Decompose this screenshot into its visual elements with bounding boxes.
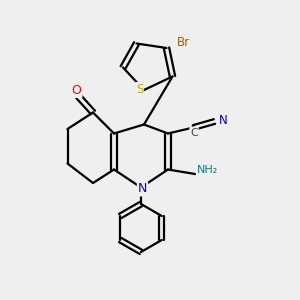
Text: C: C (190, 128, 198, 138)
Text: O: O (72, 84, 81, 97)
Text: NH₂: NH₂ (197, 165, 218, 176)
Text: N: N (218, 113, 227, 127)
Text: S: S (136, 83, 143, 96)
Text: N: N (138, 182, 147, 196)
Text: Br: Br (176, 36, 190, 49)
